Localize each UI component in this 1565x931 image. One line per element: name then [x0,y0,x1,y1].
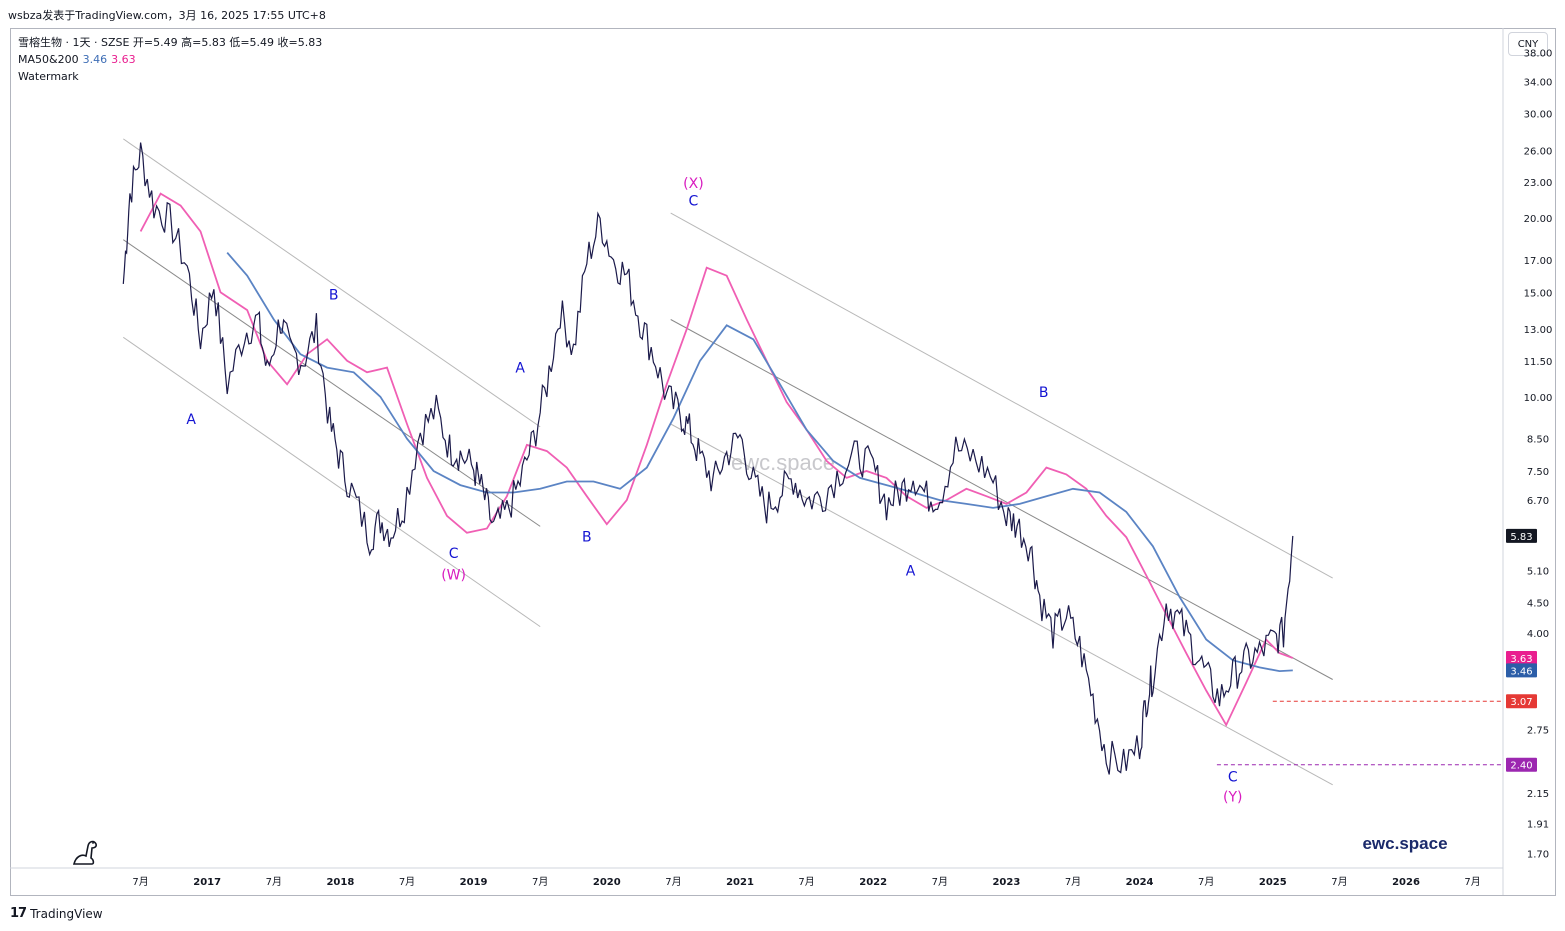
price-badge-label: 5.83 [1510,532,1532,543]
x-tick-label: 2018 [326,877,354,888]
chart-legend: 雪榕生物 · 1天 · SZSE 开=5.49 高=5.83 低=5.49 收=… [18,34,322,85]
channel-line [123,239,541,527]
price-badge [1506,757,1537,772]
publish-caption: wsbza发表于TradingView.com，3月 16, 2025 17:5… [8,9,326,22]
ma-label: MA50&200 [18,53,79,66]
wave-label: A [906,564,916,580]
wave-label: B [329,287,339,303]
y-tick-label: 17.00 [1524,256,1553,267]
price-badge [1506,663,1537,678]
tradingview-footer[interactable]: 17 TradingView [10,906,103,921]
price-badge [1506,694,1537,709]
y-tick-label: 1.70 [1527,850,1549,861]
y-tick-label: 15.00 [1524,288,1553,299]
y-tick-label: 23.00 [1524,178,1553,189]
y-tick-label: 4.00 [1527,629,1549,640]
wave-label: A [186,412,196,428]
x-tick-label: 2025 [1259,877,1287,888]
footer-label: TradingView [30,906,103,921]
wave-label: B [1039,385,1049,401]
y-tick-label: 20.00 [1524,214,1553,225]
chart-frame [10,28,1556,896]
y-tick-label: 34.00 [1524,77,1553,88]
x-tick-label: 2020 [593,877,621,888]
x-tick-label: 7月 [1464,876,1480,888]
x-tick-label: 2024 [1126,877,1154,888]
center-watermark: ewc.space [731,450,835,475]
tradingview-logo-icon: 17 [10,906,27,921]
x-tick-label: 7月 [1198,876,1214,888]
y-tick-label: 1.91 [1527,820,1549,831]
x-tick-label: 7月 [932,876,948,888]
x-tick-label: 7月 [132,876,148,888]
price-badge [1506,528,1537,543]
watermark-indicator-label[interactable]: Watermark [18,70,79,83]
ma50-line [139,192,1294,727]
y-tick-label: 7.50 [1527,467,1549,478]
x-tick-label: 2026 [1392,877,1420,888]
wave-label: C [449,546,459,562]
price-badge-label: 3.07 [1510,697,1532,708]
y-tick-label: 8.50 [1527,435,1549,446]
y-tick-label: 5.10 [1527,566,1549,577]
channel-line [123,336,541,628]
dino-icon[interactable] [72,840,97,865]
x-tick-label: 7月 [399,876,415,888]
x-tick-label: 7月 [532,876,548,888]
price-badge [1506,651,1537,665]
channel-line [123,138,541,428]
price-badge-label: 3.46 [1510,666,1532,677]
price-badge-label: 2.40 [1510,761,1532,772]
x-tick-label: 2019 [460,877,488,888]
x-tick-label: 7月 [266,876,282,888]
ma200-line [226,252,1293,673]
wave-label: C [689,194,699,210]
y-tick-label: 6.70 [1527,496,1549,507]
wave-label: (X) [683,176,704,192]
price-badge-label: 3.63 [1510,654,1532,665]
ma50-value: 3.46 [82,53,108,66]
y-tick-label: 38.00 [1524,49,1553,60]
price-line [122,142,1294,775]
x-tick-label: 7月 [1065,876,1081,888]
ma200-value: 3.63 [111,53,136,66]
symbol-info: 雪榕生物 · 1天 · SZSE 开=5.49 高=5.83 低=5.49 收=… [18,36,323,49]
y-tick-label: 4.50 [1527,599,1549,610]
wave-label: (Y) [1223,790,1242,806]
y-tick-label: 26.00 [1524,147,1553,158]
currency-button[interactable]: CNY [1508,32,1548,56]
ma-indicator-row[interactable]: MA50&200 3.46 3.63 [18,51,322,68]
channel-line [670,423,1333,786]
x-tick-label: 2017 [193,877,221,888]
wave-label: A [515,360,525,376]
x-tick-label: 2021 [726,877,754,888]
x-tick-label: 2022 [859,877,887,888]
channel-line [670,319,1333,680]
y-tick-label: 10.00 [1524,393,1553,404]
y-tick-label: 11.50 [1524,357,1553,368]
y-tick-label: 2.15 [1527,789,1549,800]
x-tick-label: 7月 [665,876,681,888]
x-tick-label: 7月 [798,876,814,888]
channel-line [670,212,1333,579]
y-tick-label: 30.00 [1524,110,1553,121]
wave-label: (W) [441,568,466,584]
y-tick-label: 2.75 [1527,726,1549,737]
wave-label: C [1228,769,1238,785]
x-tick-label: 2023 [992,877,1020,888]
brand-label: ewc.space [1362,834,1447,853]
wave-label: B [582,530,592,546]
x-tick-label: 7月 [1331,876,1347,888]
y-tick-label: 13.00 [1524,325,1553,336]
